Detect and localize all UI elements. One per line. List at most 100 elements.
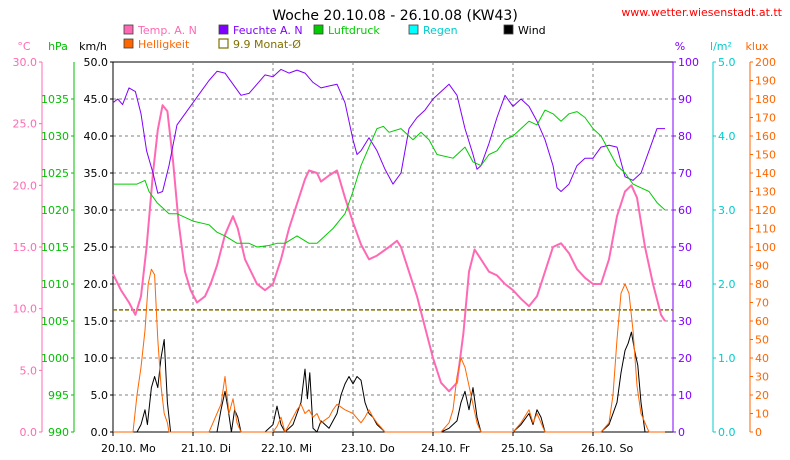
axes: 0.05.010.015.020.025.030.099099510001005… [13, 56, 777, 439]
rain-tick-label: 4.0 [718, 130, 736, 143]
wind-unit-label: km/h [79, 40, 107, 53]
series-line-temp-a-n [112, 104, 666, 393]
wind-tick-label: 45.0 [84, 93, 109, 106]
brightness-tick-label: 80 [755, 278, 769, 291]
wind-tick-label: 50.0 [84, 56, 109, 69]
series-line-wind [113, 331, 665, 433]
legend-swatch [503, 24, 514, 35]
legend-swatch [408, 24, 419, 35]
brightness-tick-label: 50 [755, 334, 769, 347]
humidity-tick-label: 60 [678, 204, 692, 217]
pressure-tick-label: 1005 [41, 315, 69, 328]
series-group [112, 68, 673, 433]
brightness-tick-label: 190 [755, 75, 776, 88]
x-tick-label: 26.10. So [581, 442, 633, 455]
brightness-tick-label: 60 [755, 315, 769, 328]
brightness-tick-label: 140 [755, 167, 776, 180]
x-tick-label: 20.10. Mo [101, 442, 156, 455]
brightness-tick-label: 200 [755, 56, 776, 69]
brightness-tick-label: 40 [755, 352, 769, 365]
x-axis-labels: 20.10. Mo 21.10. Di 22.10. Mi 23.10. Do 24.1… [101, 432, 633, 455]
site-url[interactable]: www.wetter.wiesenstadt.at.tt [621, 6, 782, 19]
humidity-unit-label: % [675, 40, 685, 53]
legend: Temp. A. N Feuchte A. N Luftdruck Regen Wind… [123, 24, 546, 51]
pressure-tick-label: 1030 [41, 130, 69, 143]
brightness-tick-label: 170 [755, 112, 776, 125]
rain-unit-label: l/m² [710, 40, 732, 53]
wind-tick-label: 30.0 [84, 204, 109, 217]
brightness-tick-label: 0 [755, 426, 762, 439]
brightness-tick-label: 130 [755, 186, 776, 199]
temp-tick-label: 15.0 [13, 241, 38, 254]
humidity-tick-label: 20 [678, 352, 692, 365]
series-line-luftdruck [113, 109, 666, 248]
rain-tick-label: 3.0 [718, 204, 736, 217]
humidity-tick-label: 40 [678, 278, 692, 291]
brightness-tick-label: 110 [755, 223, 776, 236]
chart-title: Woche 20.10.08 - 26.10.08 (KW43) [272, 8, 518, 24]
humidity-tick-label: 0 [678, 426, 685, 439]
wind-tick-label: 10.0 [84, 352, 109, 365]
humidity-tick-label: 100 [678, 56, 699, 69]
pressure-tick-label: 1015 [41, 241, 69, 254]
brightness-tick-label: 160 [755, 130, 776, 143]
wind-tick-label: 20.0 [84, 278, 109, 291]
temp-unit-label: °C [17, 40, 31, 53]
brightness-tick-label: 20 [755, 389, 769, 402]
temp-tick-label: 20.0 [13, 179, 38, 192]
pressure-unit-label: hPa [48, 40, 68, 53]
series-line-feuchte-a-n [112, 68, 665, 194]
brightness-tick-label: 30 [755, 371, 769, 384]
plot-area [112, 61, 674, 433]
brightness-tick-label: 70 [755, 297, 769, 310]
wind-tick-label: 35.0 [84, 167, 109, 180]
humidity-tick-label: 30 [678, 315, 692, 328]
legend-label: Temp. A. N [137, 24, 197, 37]
rain-tick-label: 1.0 [718, 352, 736, 365]
brightness-unit-label: klux [746, 40, 769, 53]
x-tick-label: 22.10. Mi [261, 442, 312, 455]
wind-tick-label: 25.0 [84, 241, 109, 254]
x-tick-label: 23.10. Do [341, 442, 395, 455]
pressure-tick-label: 1035 [41, 93, 69, 106]
wind-tick-label: 0.0 [91, 426, 109, 439]
legend-label: Luftdruck [328, 24, 380, 37]
rain-tick-label: 5.0 [718, 56, 736, 69]
humidity-tick-label: 50 [678, 241, 692, 254]
humidity-tick-label: 10 [678, 389, 692, 402]
temp-tick-label: 25.0 [13, 118, 38, 131]
wind-tick-label: 40.0 [84, 130, 109, 143]
pressure-tick-label: 1000 [41, 352, 69, 365]
legend-label: Wind [518, 24, 546, 37]
brightness-tick-label: 100 [755, 241, 776, 254]
brightness-tick-label: 180 [755, 93, 776, 106]
wind-tick-label: 15.0 [84, 315, 109, 328]
plot-frame [112, 61, 674, 433]
series-line-helligkeit [113, 268, 665, 433]
brightness-tick-label: 120 [755, 204, 776, 217]
legend-swatch [123, 38, 134, 49]
x-tick-label: 21.10. Di [181, 442, 231, 455]
legend-swatch [123, 24, 134, 35]
wind-tick-label: 5.0 [91, 389, 109, 402]
legend-swatch [313, 24, 324, 35]
pressure-tick-label: 1010 [41, 278, 69, 291]
legend-label: Regen [423, 24, 458, 37]
pressure-tick-label: 990 [48, 426, 69, 439]
legend-label: Feuchte A. N [233, 24, 303, 37]
temp-tick-label: 30.0 [13, 56, 38, 69]
brightness-tick-label: 90 [755, 260, 769, 273]
x-tick-label: 24.10. Fr [421, 442, 470, 455]
legend-label: 9.9 Monat-Ø [233, 38, 301, 51]
brightness-tick-label: 150 [755, 149, 776, 162]
rain-tick-label: 0.0 [718, 426, 736, 439]
legend-swatch [218, 24, 229, 35]
temp-tick-label: 0.0 [20, 426, 38, 439]
humidity-tick-label: 70 [678, 167, 692, 180]
pressure-tick-label: 995 [48, 389, 69, 402]
legend-label: Helligkeit [138, 38, 190, 51]
rain-tick-label: 2.0 [718, 278, 736, 291]
pressure-tick-label: 1020 [41, 204, 69, 217]
brightness-tick-label: 10 [755, 408, 769, 421]
